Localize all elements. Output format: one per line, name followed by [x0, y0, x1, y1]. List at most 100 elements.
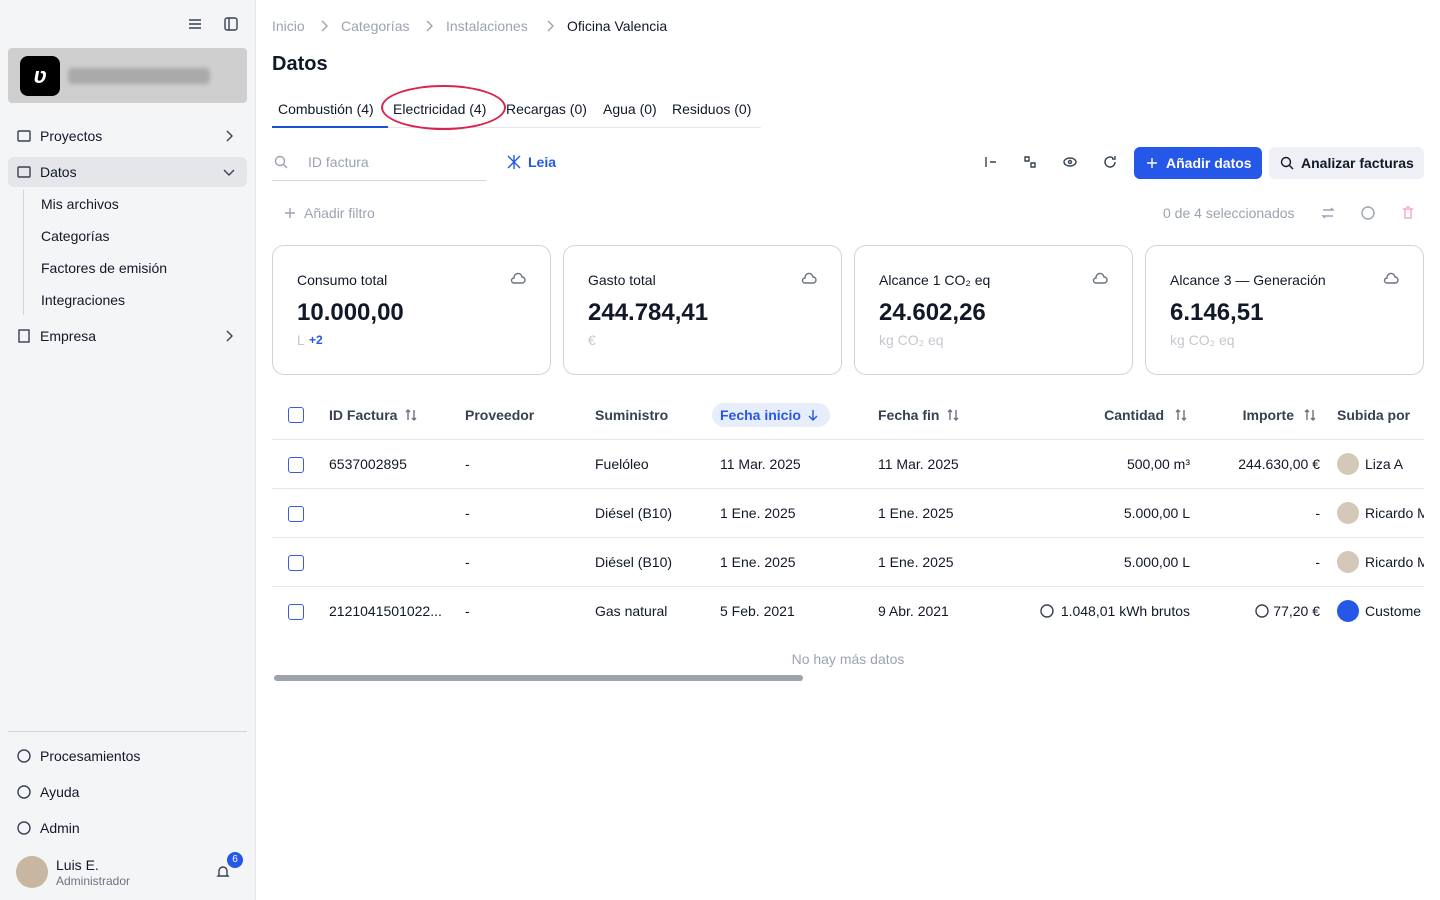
subnav-item[interactable]: Categorías	[41, 228, 110, 244]
breadcrumb-item[interactable]: Inicio	[272, 18, 305, 34]
notification-badge: 6	[227, 852, 243, 868]
sort-icon[interactable]	[1173, 407, 1189, 423]
tab-active-underline	[272, 126, 388, 128]
footer-nav-icon	[16, 820, 32, 836]
table-cell: Gas natural	[595, 603, 668, 619]
uploader-avatar	[1337, 600, 1359, 622]
footer-nav-item[interactable]: Ayuda	[40, 784, 80, 800]
card-extra[interactable]: +2	[309, 333, 323, 347]
table-cell: -	[465, 554, 470, 570]
column-header[interactable]: ID Factura	[329, 407, 398, 423]
footer-nav-item[interactable]: Admin	[40, 820, 80, 836]
toolbar-icon[interactable]	[1102, 154, 1118, 170]
card-icon	[1092, 271, 1108, 287]
page-title: Datos	[272, 53, 328, 75]
stat-card	[1145, 245, 1424, 375]
column-header[interactable]: Suministro	[595, 407, 669, 423]
card-label: Gasto total	[588, 272, 656, 288]
search-input[interactable]: ID factura	[308, 154, 369, 170]
tab[interactable]: Residuos (0)	[672, 101, 752, 117]
sort-icon[interactable]	[945, 407, 961, 423]
table-cell: 9 Abr. 2021	[878, 603, 949, 619]
subnav-item[interactable]: Mis archivos	[41, 196, 119, 212]
sidebar-divider	[8, 731, 247, 732]
uploader-avatar	[1337, 551, 1359, 573]
table-cell: -	[1315, 505, 1320, 521]
sort-icon[interactable]	[403, 407, 419, 423]
selection-icon[interactable]	[1360, 205, 1376, 221]
nav-item[interactable]: Datos	[40, 164, 77, 180]
table-cell: 6537002895	[329, 456, 407, 472]
tabs-baseline	[272, 127, 761, 128]
row-line	[272, 537, 1424, 538]
uploader-avatar	[1337, 453, 1359, 475]
table-cell: 11 Mar. 2025	[878, 456, 959, 472]
card-unit: kg CO₂ eq	[879, 332, 944, 348]
bell-icon[interactable]	[215, 864, 231, 880]
sidebar	[0, 0, 256, 900]
nav-item[interactable]: Empresa	[40, 328, 97, 344]
column-header[interactable]: Importe	[1242, 407, 1294, 423]
column-header[interactable]: Subida por	[1337, 407, 1411, 423]
sort-icon[interactable]	[1302, 407, 1318, 423]
subnav-item[interactable]: Integraciones	[41, 292, 126, 308]
toolbar-icon[interactable]	[1062, 154, 1078, 170]
selection-icon[interactable]	[1400, 205, 1416, 221]
card-value: 6.146,51	[1170, 299, 1264, 326]
breadcrumb-sep	[316, 18, 332, 34]
select-all[interactable]	[288, 407, 304, 423]
sort-desc-icon[interactable]	[805, 407, 821, 423]
user-name: Luis E.	[56, 857, 99, 873]
selection-icon[interactable]	[1320, 205, 1336, 221]
row-checkbox[interactable]	[288, 555, 304, 571]
header-pill	[712, 403, 830, 427]
table-cell: 1 Ene. 2025	[878, 554, 954, 570]
nav-item[interactable]: Proyectos	[40, 128, 103, 144]
table-cell: 5.000,00 L	[1123, 505, 1190, 521]
table-cell: Fuelóleo	[595, 456, 649, 472]
filter-icon[interactable]	[187, 16, 203, 32]
breadcrumb-sep	[542, 18, 558, 34]
tab[interactable]: Agua (0)	[603, 101, 657, 117]
breadcrumb-item[interactable]: Instalaciones	[446, 18, 528, 34]
card-unit: kg CO₂ eq	[1170, 332, 1235, 348]
user-avatar	[16, 856, 48, 888]
column-header[interactable]: Fecha inicio	[720, 407, 801, 423]
add-filter[interactable]: Añadir filtro	[304, 205, 375, 221]
breadcrumb-item[interactable]: Categorías	[341, 18, 410, 34]
subnav-item[interactable]: Factores de emisión	[41, 260, 168, 276]
toolbar-icon[interactable]	[1022, 154, 1038, 170]
column-header[interactable]: Fecha fin	[878, 407, 940, 423]
analyze-button[interactable]	[1269, 147, 1424, 179]
card-value: 24.602,26	[879, 299, 986, 326]
table-cell: 2121041501022...	[329, 603, 442, 619]
row-checkbox[interactable]	[288, 506, 304, 522]
tab[interactable]: Electricidad (4)	[393, 101, 487, 117]
column-header[interactable]: Proveedor	[465, 407, 535, 423]
toolbar-icon[interactable]	[982, 154, 998, 170]
row-checkbox[interactable]	[288, 604, 304, 620]
footer-nav-item[interactable]: Procesamientos	[40, 748, 141, 764]
leia-button[interactable]: Leia	[528, 154, 557, 170]
nav-icon	[16, 164, 32, 180]
table-cell: 1.048,01 kWh brutos	[1060, 603, 1190, 619]
table-cell: Ricardo M	[1365, 505, 1424, 521]
card-value: 244.784,41	[588, 299, 709, 326]
tab[interactable]: Combustión (4)	[278, 101, 374, 117]
card-label: Alcance 3 — Generación	[1170, 272, 1326, 288]
table-cell: -	[465, 603, 470, 619]
tab[interactable]: Recargas (0)	[506, 101, 587, 117]
row-line	[272, 586, 1424, 587]
row-checkbox[interactable]	[288, 457, 304, 473]
row-line	[272, 488, 1424, 489]
table-cell: Custome	[1365, 603, 1422, 619]
plus-icon	[1144, 155, 1160, 171]
collapse-icon[interactable]	[223, 16, 239, 32]
breadcrumb-sep	[421, 18, 437, 34]
analyze-button-label: Analizar facturas	[1301, 155, 1414, 171]
selection-count: 0 de 4 seleccionados	[1163, 205, 1295, 221]
column-header[interactable]: Cantidad	[1104, 407, 1164, 423]
empty-message: No hay más datos	[791, 651, 905, 667]
scrollbar[interactable]	[274, 675, 803, 681]
table-cell: Liza A	[1365, 456, 1404, 472]
